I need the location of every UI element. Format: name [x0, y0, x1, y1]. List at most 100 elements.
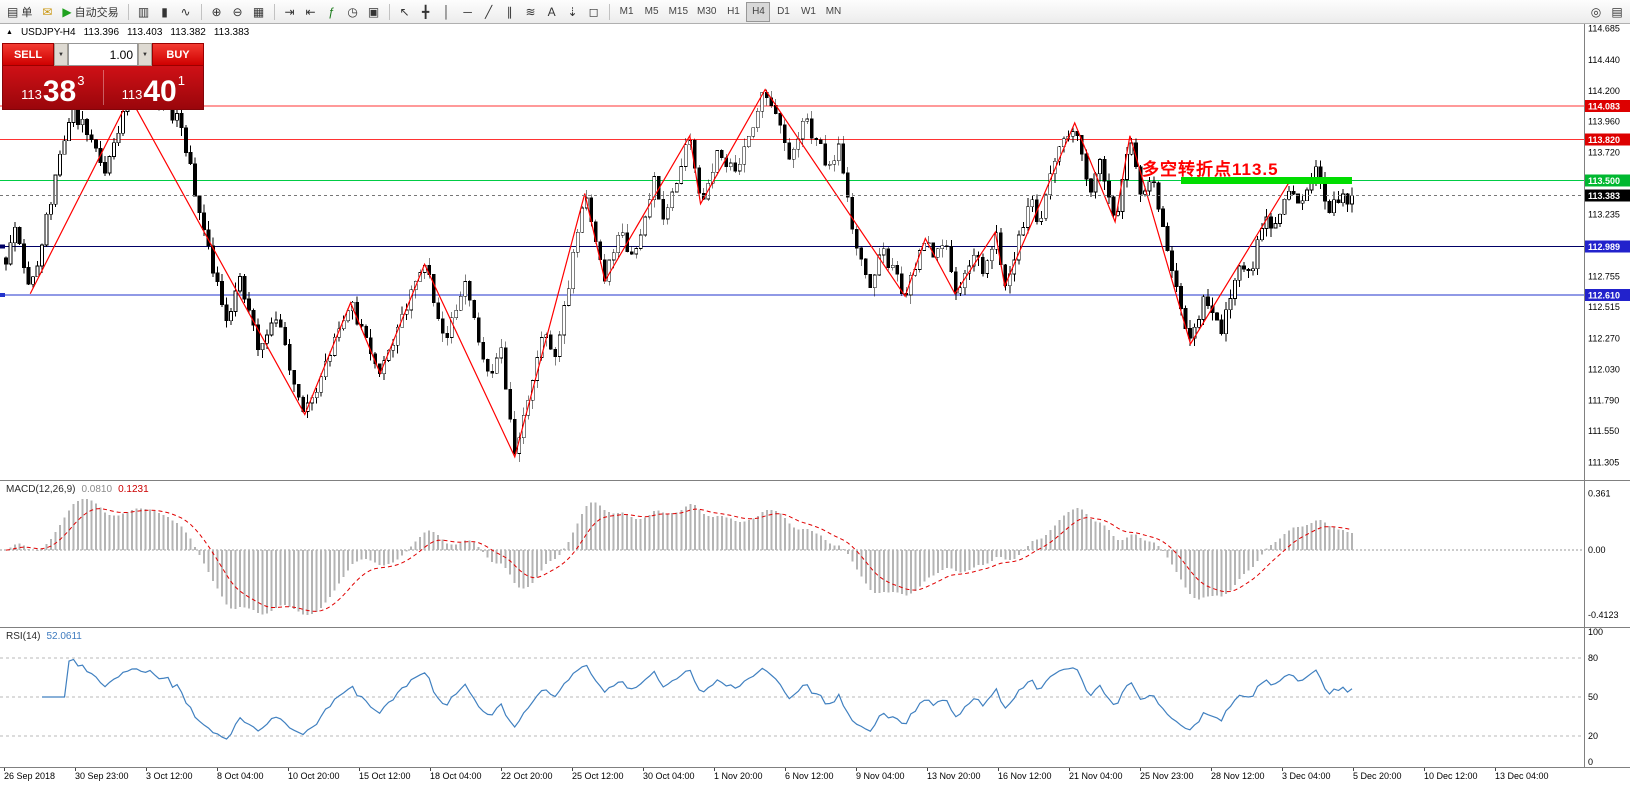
trendline-icon[interactable]: ╱	[479, 2, 499, 22]
svg-text:30 Sep 23:00: 30 Sep 23:00	[75, 771, 129, 781]
buy-price-main: 40	[143, 74, 177, 108]
cursor-icon-glyph: ↖	[399, 4, 410, 19]
tf-m15[interactable]: M15	[665, 2, 692, 22]
text-icon[interactable]: A	[542, 2, 562, 22]
buy-button[interactable]: BUY	[152, 43, 204, 66]
auto-scroll-icon-glyph: ⇥	[284, 4, 295, 19]
layout-icon-glyph: ▤	[1611, 4, 1623, 19]
svg-text:8 Oct 04:00: 8 Oct 04:00	[217, 771, 264, 781]
autotrade-button[interactable]: ▶ 自动交易	[58, 2, 122, 22]
tf-h1[interactable]: H1	[721, 2, 745, 22]
svg-text:26 Sep 2018: 26 Sep 2018	[4, 771, 55, 781]
tf-h4[interactable]: H4	[746, 1, 771, 22]
zoom-out-icon[interactable]: ⊖	[228, 2, 248, 22]
buy-options-dropdown[interactable]: ▼	[138, 43, 152, 66]
svg-text:3 Dec 04:00: 3 Dec 04:00	[1282, 771, 1331, 781]
text-icon-glyph: A	[547, 4, 556, 19]
svg-text:3 Oct 12:00: 3 Oct 12:00	[146, 771, 193, 781]
templates-icon[interactable]: ▣	[364, 2, 384, 22]
svg-text:22 Oct 20:00: 22 Oct 20:00	[501, 771, 553, 781]
svg-text:13 Nov 20:00: 13 Nov 20:00	[927, 771, 981, 781]
vertical-line-icon[interactable]: │	[437, 2, 457, 22]
tile-windows-icon[interactable]: ▦	[249, 2, 269, 22]
tf-w1-label: W1	[800, 6, 816, 17]
svg-text:0.00: 0.00	[1588, 545, 1606, 555]
crosshair-icon-glyph: ╋	[421, 4, 430, 19]
volume-input[interactable]	[68, 43, 138, 66]
templates-icon-glyph: ▣	[367, 4, 380, 19]
channel-icon[interactable]: ∥	[500, 2, 520, 22]
svg-text:-0.4123: -0.4123	[1588, 610, 1619, 620]
new-order-button-glyph: ▤	[7, 4, 19, 19]
line-chart-icon[interactable]: ∿	[176, 2, 196, 22]
tf-m5[interactable]: M5	[640, 2, 664, 22]
dropdown-arrow-icon: ▼	[58, 51, 64, 58]
svg-text:10 Dec 12:00: 10 Dec 12:00	[1424, 771, 1478, 781]
price-divider	[102, 70, 104, 105]
toolbar-separator	[200, 3, 202, 20]
tf-w1[interactable]: W1	[796, 2, 820, 22]
trendline-icon-glyph: ╱	[484, 4, 493, 19]
svg-text:13 Dec 04:00: 13 Dec 04:00	[1495, 771, 1549, 781]
svg-text:112.270: 112.270	[1588, 334, 1620, 344]
candles-layer	[4, 88, 1354, 463]
sell-price[interactable]: 113 38 3	[3, 66, 103, 109]
new-order-button-label: 单	[21, 6, 33, 19]
svg-text:111.305: 111.305	[1588, 458, 1619, 468]
toolbar-separator	[388, 3, 390, 20]
sell-button[interactable]: SELL	[2, 43, 54, 66]
search-icon[interactable]: ◎	[1586, 2, 1606, 22]
zigzag-line	[29, 88, 1291, 459]
buy-price[interactable]: 113 40 1	[104, 66, 204, 109]
tf-d1-label: D1	[777, 6, 790, 17]
quote-high: 113.403	[127, 27, 163, 38]
fibonacci-icon-glyph: ≋	[525, 4, 536, 19]
trade-panel-prices: 113 38 3 113 40 1	[2, 66, 204, 110]
zoom-in-icon[interactable]: ⊕	[207, 2, 227, 22]
svg-text:112.515: 112.515	[1588, 302, 1620, 312]
crosshair-icon[interactable]: ╋	[416, 2, 436, 22]
tf-h4-label: H4	[752, 6, 765, 17]
chart-shift-icon-glyph: ⇤	[305, 4, 316, 19]
svg-text:114.440: 114.440	[1588, 55, 1620, 65]
svg-text:5 Dec 20:00: 5 Dec 20:00	[1353, 771, 1402, 781]
tf-m30-label: M30	[697, 6, 717, 17]
auto-scroll-icon[interactable]: ⇥	[280, 2, 300, 22]
price-tags: 114.083 113.820 113.500 112.989 112.610 113.3…	[1585, 99, 1630, 302]
chart-shift-icon[interactable]: ⇤	[301, 2, 321, 22]
cursor-icon[interactable]: ↖	[395, 2, 415, 22]
candle-chart-icon[interactable]: ▮	[155, 2, 175, 22]
autotrade-button-glyph: ▶	[62, 4, 72, 19]
zoom-out-icon-glyph: ⊖	[232, 4, 243, 19]
tf-d1[interactable]: D1	[771, 2, 795, 22]
indicators-icon[interactable]: ƒ	[322, 2, 342, 22]
tf-mn[interactable]: MN	[821, 2, 845, 22]
channel-icon-glyph: ∥	[506, 4, 513, 19]
layout-icon[interactable]: ▤	[1607, 2, 1627, 22]
horizontal-line-icon[interactable]: ─	[458, 2, 478, 22]
sell-price-prefix: 113	[21, 87, 42, 102]
shapes-icon[interactable]: ◻	[584, 2, 604, 22]
arrow-tools-icon[interactable]: ⇣	[563, 2, 583, 22]
mailbox-icon[interactable]: ✉	[37, 2, 57, 22]
svg-text:1 Nov 20:00: 1 Nov 20:00	[714, 771, 763, 781]
tf-m1[interactable]: M1	[615, 2, 639, 22]
toolbar-group-right: ◎ ▤	[1586, 2, 1627, 22]
toolbar-separator	[127, 3, 129, 20]
periods-icon[interactable]: ◷	[343, 2, 363, 22]
direction-up-icon: ▲	[6, 29, 13, 36]
rsi-pane: 100 80 50 20 0	[0, 627, 1603, 767]
fibonacci-icon[interactable]: ≋	[521, 2, 541, 22]
sell-price-main: 38	[42, 74, 77, 108]
bar-chart-icon[interactable]: ▥	[134, 2, 154, 22]
buy-price-sup: 1	[177, 73, 185, 88]
date-axis[interactable]: 26 Sep 2018 30 Sep 23:00 3 Oct 12:00 8 Oct …	[4, 768, 1549, 781]
tf-m30[interactable]: M30	[693, 2, 720, 22]
toolbar-group-zoom: ⊕ ⊖ ▦	[207, 2, 269, 22]
sell-options-dropdown[interactable]: ▼	[54, 43, 68, 66]
new-order-button[interactable]: ▤ 单	[3, 2, 36, 22]
macd-pane: 0.361 0.00 -0.4123	[0, 488, 1619, 620]
svg-text:113.960: 113.960	[1588, 117, 1620, 127]
